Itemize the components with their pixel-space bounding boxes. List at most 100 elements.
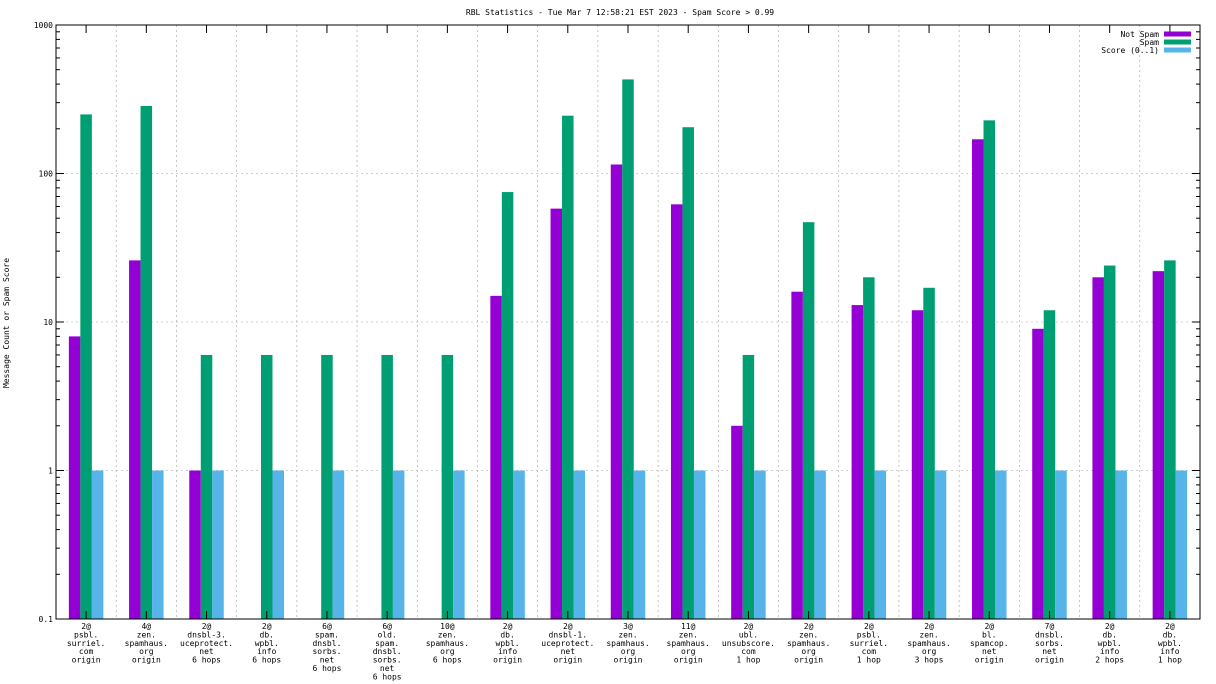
x-tick-label: wpbl. (1158, 639, 1182, 648)
bar-2 (152, 470, 164, 619)
bar-1 (381, 354, 393, 619)
x-tick-label: db. (260, 630, 274, 639)
bar-0 (972, 139, 984, 620)
x-tick-label: 6 hops (312, 664, 341, 673)
x-tick-label: zen. (438, 630, 457, 639)
x-tick-label: wpbl. (496, 639, 520, 648)
x-tick-label: 6@ (382, 622, 392, 631)
x-tick-label: 2@ (984, 622, 994, 631)
x-tick-label: dnsbl. (373, 647, 402, 656)
x-tick-label: psbl. (857, 630, 881, 639)
bar-2 (91, 470, 104, 619)
x-tick-label: org (139, 647, 154, 656)
x-tick-label: spamcop. (970, 639, 1009, 648)
x-tick-label: net (380, 664, 395, 673)
bar-2 (814, 470, 826, 619)
bar-2 (513, 470, 525, 619)
x-tick-label: 2@ (563, 622, 573, 631)
x-tick-label: uceprotect. (541, 639, 594, 648)
bar-2 (633, 470, 646, 619)
bar-0 (550, 208, 563, 620)
bar-1 (1164, 260, 1176, 619)
chart-title: RBL Statistics - Tue Mar 7 12:58:21 EST … (466, 8, 774, 17)
x-tick-label: org (922, 647, 937, 656)
x-tick-label: zen. (618, 630, 637, 639)
x-tick-label: zen. (137, 630, 156, 639)
x-tick-label: org (681, 647, 696, 656)
x-tick-label: origin (72, 656, 101, 665)
bar-1 (501, 192, 514, 619)
y-tick-label: 0.1 (39, 615, 54, 624)
bar-0 (670, 204, 683, 619)
y-axis-label: Message Count or Spam Score (2, 258, 11, 388)
x-tick-label: db. (1163, 630, 1177, 639)
bar-1 (983, 120, 996, 619)
x-tick-label: net (982, 647, 997, 656)
y-tick-label: 10 (43, 318, 53, 327)
x-tick-label: 2@ (262, 622, 272, 631)
x-tick-label: dnsbl. (1035, 630, 1064, 639)
bar-2 (934, 470, 947, 619)
x-tick-label: 6@ (322, 622, 332, 631)
x-tick-label: net (1042, 647, 1057, 656)
x-tick-label: com (741, 647, 756, 656)
x-tick-label: zen. (919, 630, 938, 639)
bar-0 (490, 295, 502, 619)
x-tick-label: old. (378, 630, 397, 639)
bar-2 (1115, 470, 1127, 619)
x-tick-label: zen. (799, 630, 818, 639)
x-tick-label: 2@ (804, 622, 814, 631)
bar-1 (923, 287, 935, 619)
x-tick-label: 10@ (440, 622, 455, 631)
x-tick-label: 6 hops (373, 672, 402, 681)
bar-0 (731, 425, 743, 619)
x-tick-label: 11@ (681, 622, 696, 631)
x-tick-label: spamhaus. (907, 639, 950, 648)
x-tick-label: zen. (679, 630, 698, 639)
x-tick-label: info (1160, 647, 1179, 656)
y-ticks: 0.1 1 10 100 1000 (34, 21, 1200, 624)
x-tick-label: 1 hop (736, 656, 760, 665)
bar-1 (742, 354, 755, 619)
bar-0 (1092, 277, 1104, 619)
x-tick-label: wpbl. (255, 639, 279, 648)
x-tick-label: dnsbl-1. (549, 630, 588, 639)
x-tick-label: origin (1035, 656, 1064, 665)
bar-1 (321, 354, 333, 619)
bar-0 (129, 260, 141, 619)
bar-2 (874, 470, 887, 619)
bars (68, 79, 1188, 620)
x-tick-label: spamhaus. (667, 639, 710, 648)
x-tick-label: origin (553, 656, 582, 665)
bar-2 (1055, 470, 1067, 619)
bar-1 (1103, 265, 1116, 619)
x-tick-label: spam. (315, 630, 339, 639)
x-tick-label: net (320, 656, 335, 665)
x-tick-label: origin (132, 656, 161, 665)
bar-1 (200, 354, 213, 619)
x-tick-label: spam. (375, 639, 399, 648)
bar-1 (562, 115, 574, 620)
x-tick-label: surriel. (850, 639, 889, 648)
bar-1 (802, 222, 815, 619)
x-ticks: 2@psbl.surriel.comorigin4@zen.spamhaus.o… (67, 25, 1182, 681)
x-tick-label: 3 hops (915, 656, 944, 665)
x-tick-label: net (561, 647, 576, 656)
bar-1 (140, 105, 153, 619)
x-tick-label: uceprotect. (180, 639, 233, 648)
x-tick-label: 4@ (141, 622, 151, 631)
bar-1 (1043, 310, 1056, 619)
x-tick-label: 1 hop (857, 656, 881, 665)
x-tick-label: 6 hops (192, 656, 221, 665)
x-tick-label: origin (493, 656, 522, 665)
bar-2 (392, 470, 405, 619)
x-tick-label: db. (500, 630, 514, 639)
y-tick-label: 1000 (34, 21, 53, 30)
x-tick-label: org (440, 647, 455, 656)
bar-2 (212, 470, 224, 619)
bar-2 (453, 470, 465, 619)
x-tick-label: spamhaus. (787, 639, 830, 648)
x-tick-label: sorbs. (312, 647, 341, 656)
legend-label: Spam (1140, 38, 1159, 47)
